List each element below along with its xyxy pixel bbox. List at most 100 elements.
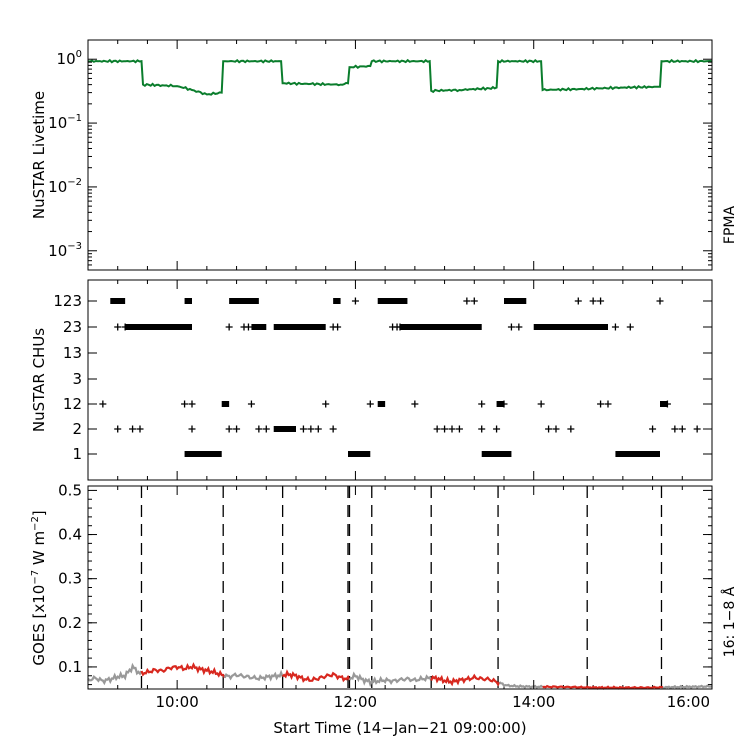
chu-point	[329, 425, 337, 433]
goes-ylabel-exp2: −2	[30, 516, 41, 531]
chu-point	[611, 323, 619, 331]
chus-frame	[87, 279, 713, 481]
chu-point	[604, 400, 612, 408]
chu-point	[334, 323, 342, 331]
fpma-livetime-line	[87, 58, 713, 96]
chu-point	[678, 425, 686, 433]
chu-point	[225, 425, 233, 433]
chus-plot-area	[99, 297, 701, 457]
chus-y-tick-label: 23	[63, 318, 82, 336]
chu-point	[307, 425, 315, 433]
chus-y-tick-label: 3	[72, 370, 82, 388]
chu-point	[597, 400, 605, 408]
chu-point	[507, 323, 515, 331]
livetime-y-tick-label: 10−2	[48, 177, 82, 196]
chus-y-axis-label: NuSTAR CHUs	[30, 328, 48, 432]
chu-point	[626, 323, 634, 331]
chu-point	[225, 323, 233, 331]
goes-gray-segment	[662, 684, 713, 690]
chu-point	[441, 425, 449, 433]
chu-point	[244, 323, 252, 331]
goes-ylabel-end: ]	[30, 510, 48, 516]
livetime-y-tick-label: 100	[57, 49, 82, 68]
livetime-y-ticks: 100 10−1 10−2 10−3	[48, 39, 713, 271]
chu-point	[656, 297, 664, 305]
chu-point	[478, 400, 486, 408]
chu-point	[589, 297, 597, 305]
chu-point	[262, 425, 270, 433]
chu-point	[129, 425, 137, 433]
chu-point	[299, 425, 307, 433]
goes-x-ticks: 10:00 12:00 14:00 16:00	[156, 486, 713, 711]
chu-point	[114, 425, 122, 433]
chu-point	[545, 425, 553, 433]
goes-gray-segment	[498, 681, 544, 690]
chu-point	[181, 400, 189, 408]
chus-y-tick-label: 123	[53, 292, 82, 310]
chu-point	[255, 425, 263, 433]
chu-point	[552, 425, 560, 433]
goes-ylabel-exp1: −7	[30, 570, 41, 585]
chus-y-tick-label: 1	[72, 445, 82, 463]
goes-ylabel-main: GOES [x10	[30, 585, 48, 666]
chu-point	[671, 425, 679, 433]
goes-red-segment	[140, 662, 226, 679]
goes-gray-segment	[223, 669, 284, 682]
chu-point	[247, 400, 255, 408]
chu-point	[463, 297, 471, 305]
chu-point	[448, 425, 456, 433]
goes-panel: 0.1 0.2 0.3 0.4 0.5 10:00 12:00 14:00 16:00 GOE…	[30, 481, 738, 737]
goes-x-tick-label: 16:00	[667, 693, 710, 711]
goes-gray-segment	[87, 662, 143, 686]
goes-ylabel-mid: W m	[30, 531, 48, 570]
chu-point	[366, 400, 374, 408]
livetime-frame	[87, 39, 713, 271]
goes-y-tick-label: 0.1	[58, 658, 82, 676]
livetime-panel: 100 10−1 10−2 10−3 NuSTAR Livetime FPMA	[30, 39, 738, 271]
goes-red-segment	[281, 669, 351, 683]
goes-y-axis-label: GOES [x10−7 W m−2]	[30, 510, 48, 665]
chu-point	[478, 425, 486, 433]
livetime-y-tick-label: 10−3	[48, 241, 82, 260]
goes-x-tick-label: 12:00	[334, 693, 377, 711]
goes-x-tick-label: 14:00	[512, 693, 555, 711]
livetime-plot-area	[87, 58, 713, 96]
chu-point	[351, 297, 359, 305]
chu-point	[537, 400, 545, 408]
goes-y-ticks: 0.1 0.2 0.3 0.4 0.5	[58, 481, 712, 686]
fpma-legend-label: FPMA	[722, 206, 738, 245]
goes-plot-area	[87, 486, 713, 690]
chu-point	[114, 323, 122, 331]
livetime-y-axis-label: NuSTAR Livetime	[30, 91, 48, 219]
chu-point	[322, 400, 330, 408]
chu-point	[574, 297, 582, 305]
goes-y-tick-label: 0.3	[58, 570, 82, 588]
chu-point	[663, 400, 671, 408]
goes-red-segment	[542, 684, 663, 690]
chu-point	[500, 400, 508, 408]
goes-legend-label: 16: 1−8 Å	[721, 586, 738, 657]
goes-y-tick-label: 0.4	[58, 526, 82, 544]
goes-y-tick-label: 0.5	[58, 481, 82, 499]
goes-x-tick-label: 10:00	[156, 693, 199, 711]
chu-point	[493, 425, 501, 433]
chu-point	[455, 425, 463, 433]
chu-point	[567, 425, 575, 433]
chu-point	[188, 400, 196, 408]
chus-y-tick-label: 13	[63, 344, 82, 362]
chu-point	[314, 425, 322, 433]
chu-point	[188, 425, 196, 433]
chu-point	[233, 425, 241, 433]
goes-red-segment	[430, 673, 501, 687]
chu-point	[136, 425, 144, 433]
chu-point	[396, 323, 404, 331]
chus-y-tick-label: 12	[63, 395, 82, 413]
chu-point	[433, 425, 441, 433]
chu-point	[597, 297, 605, 305]
x-axis-label: Start Time (14−Jan−21 09:00:00)	[273, 719, 526, 737]
livetime-y-tick-label: 10−1	[48, 113, 82, 132]
